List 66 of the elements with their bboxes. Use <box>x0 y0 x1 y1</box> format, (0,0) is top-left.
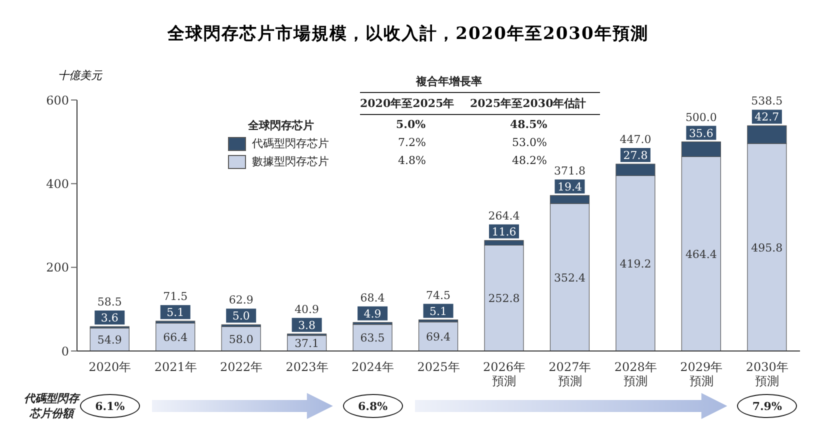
annotation: 48.5% <box>510 118 548 131</box>
data-label: 54.9 <box>97 334 122 347</box>
annotation: 全球閃存芯片 <box>248 118 314 133</box>
data-label: 11.6 <box>492 225 516 238</box>
x-tick-label: 2027年預測 <box>548 360 592 388</box>
total-label: 68.4 <box>360 291 385 304</box>
y-tick-label: 400 <box>46 176 69 191</box>
data-label: 495.8 <box>751 241 783 254</box>
annotation: 4.8% <box>398 154 426 167</box>
total-label: 538.5 <box>751 94 783 108</box>
data-label: 5.1 <box>166 306 184 320</box>
total-label: 264.4 <box>488 209 520 222</box>
chart-title: 全球閃存芯片市場規模，以收入計，2020年至2030年預測 <box>166 23 650 45</box>
x-tick-label: 2020年 <box>88 360 132 374</box>
x-tick-label: 2022年 <box>220 360 263 374</box>
data-label: 3.6 <box>100 312 118 325</box>
annotation: 53.0% <box>512 136 547 149</box>
x-tick-label: 2023年 <box>286 360 328 374</box>
data-label: 419.2 <box>620 257 652 270</box>
data-label: 252.8 <box>488 292 520 306</box>
legend-label: 數據型閃存芯片 <box>252 154 329 169</box>
x-tick-label: 2021年 <box>154 360 197 374</box>
text: 6.1% <box>80 394 140 418</box>
annotation: 2020年至2025年 <box>360 96 454 111</box>
annotation: 5.0% <box>396 118 426 131</box>
data-label: 37.1 <box>294 337 320 350</box>
data-label: 66.4 <box>163 331 188 344</box>
data-label: 58.0 <box>228 332 254 346</box>
annotation: 48.2% <box>512 154 547 167</box>
data-label: 5.1 <box>430 304 448 318</box>
x-tick-label: 2029年預測 <box>680 360 723 388</box>
y-tick-label: 600 <box>46 93 69 108</box>
x-tick-label: 2024年 <box>352 360 394 374</box>
legend-label: 代碼型閃存芯片 <box>252 136 329 151</box>
total-label: 447.0 <box>620 133 652 146</box>
x-tick-label: 2030年預測 <box>746 360 788 388</box>
data-label: 352.4 <box>554 271 586 284</box>
data-label: 35.6 <box>688 126 714 140</box>
data-label: 5.0 <box>232 310 250 323</box>
data-label: 19.4 <box>557 180 582 194</box>
y-tick-label: 200 <box>46 260 69 275</box>
x-tick-label: 2026年預測 <box>482 360 526 388</box>
total-label: 74.5 <box>426 288 451 302</box>
data-label: 63.5 <box>360 332 385 345</box>
total-label: 371.8 <box>554 164 586 178</box>
annotation: 2025年至2030年估計 <box>470 96 586 111</box>
total-label: 500.0 <box>685 110 717 124</box>
total-label: 62.9 <box>228 294 254 307</box>
text: 6.8% <box>342 394 403 418</box>
data-label: 4.9 <box>364 307 382 320</box>
data-label: 27.8 <box>623 149 648 162</box>
data-label: 42.7 <box>754 110 780 124</box>
y-tick-label: 0 <box>61 344 69 358</box>
annotation: 7.2% <box>398 136 426 149</box>
text: 代碼型閃存芯片份額 <box>24 391 79 421</box>
data-label: 3.8 <box>298 318 316 332</box>
x-tick-label: 2025年 <box>417 360 460 374</box>
data-label: 69.4 <box>426 330 451 344</box>
data-label: 464.4 <box>685 248 717 261</box>
text: 7.9% <box>737 394 798 418</box>
y-axis-title: 十億美元 <box>58 68 102 83</box>
total-label: 71.5 <box>163 290 188 304</box>
text: 複合年增長率 <box>416 74 482 89</box>
total-label: 40.9 <box>294 302 320 316</box>
x-tick-label: 2028年預測 <box>614 360 657 388</box>
total-label: 58.5 <box>97 296 122 309</box>
